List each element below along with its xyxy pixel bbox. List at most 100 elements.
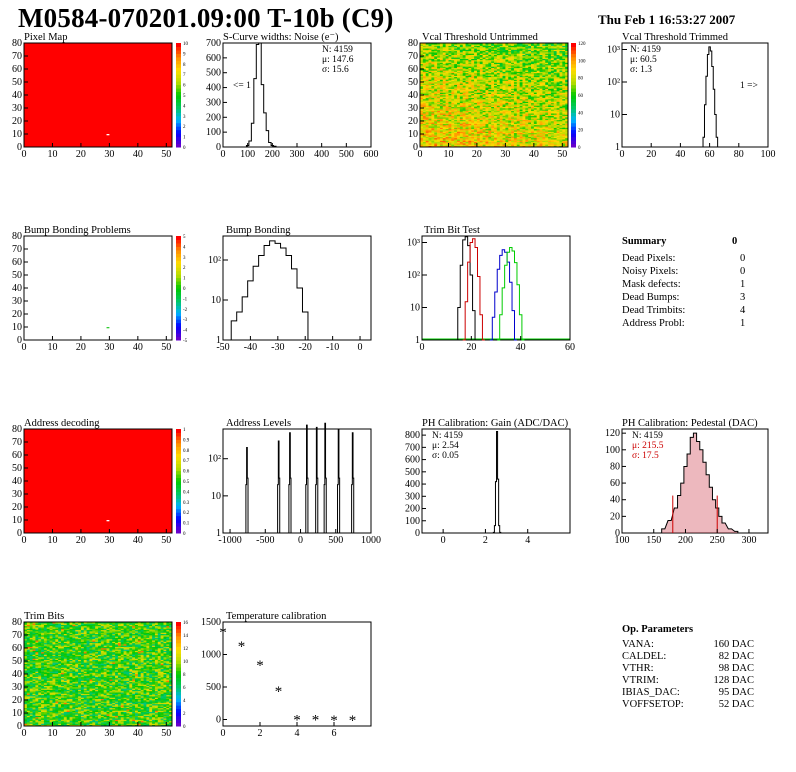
heatmap-cell <box>169 718 173 720</box>
heatmap-cell <box>559 84 563 87</box>
heatmap-cell <box>528 95 532 97</box>
heatmap-cell <box>559 131 563 133</box>
heatmap-cell <box>422 111 426 114</box>
heatmap-cell <box>471 82 475 84</box>
heatmap-cell <box>439 108 444 110</box>
heatmap-cell <box>471 134 475 136</box>
heatmap-cell <box>454 140 458 143</box>
heatmap-cell <box>431 124 435 127</box>
heatmap-cell <box>431 44 435 46</box>
heatmap-cell <box>556 82 560 84</box>
heatmap-cell <box>445 114 449 117</box>
heatmap-cell <box>46 723 50 725</box>
heatmap-cell <box>474 134 478 136</box>
heatmap-cell <box>448 91 452 93</box>
heatmap-cell <box>519 70 523 72</box>
heatmap-cell <box>476 44 481 46</box>
heatmap-cell <box>542 85 546 88</box>
heatmap-cell <box>516 80 520 83</box>
heatmap-cell <box>502 122 506 124</box>
heatmap-cell <box>143 722 147 724</box>
heatmap-cell <box>536 106 540 109</box>
heatmap-cell <box>505 71 509 74</box>
heatmap-cell <box>491 106 495 109</box>
heatmap-cell <box>468 110 472 113</box>
heatmap-cell <box>528 139 532 141</box>
heatmap-cell <box>146 718 150 720</box>
heatmap-cell <box>462 45 466 48</box>
heatmap-cell <box>425 93 429 96</box>
heatmap-cell <box>422 69 426 71</box>
heatmap-cell <box>491 74 495 76</box>
heatmap-cell <box>445 118 449 120</box>
x-tick-label: 150 <box>646 535 661 546</box>
panel-title-address-decoding: Address decoding <box>24 418 100 429</box>
y-tick-label: 80 <box>408 38 418 49</box>
heatmap-cell <box>528 106 532 109</box>
heatmap-cell <box>454 132 458 135</box>
heatmap-cell <box>522 113 526 115</box>
heatmap-cell <box>462 80 466 83</box>
x-tick-label: 0 <box>620 149 625 160</box>
heatmap-cell <box>58 718 62 720</box>
heatmap-cell <box>508 117 512 119</box>
heatmap-cell <box>428 79 432 81</box>
heatmap-cell <box>494 140 498 143</box>
heatmap-cell <box>513 115 518 118</box>
heatmap-cell <box>462 52 466 54</box>
heatmap-cell <box>457 135 461 137</box>
heatmap-cell <box>494 141 498 144</box>
heatmap-cell <box>553 143 557 145</box>
address-palette-swatch <box>176 467 181 472</box>
heatmap-cell <box>448 130 452 132</box>
heatmap-cell <box>451 74 455 76</box>
heatmap-cell <box>448 139 452 141</box>
heatmap-cell <box>565 62 569 65</box>
heatmap-cell <box>474 85 478 88</box>
heatmap-cell <box>445 48 449 50</box>
heatmap-cell <box>548 45 552 48</box>
heatmap-cell <box>425 83 429 85</box>
heatmap-cell <box>476 62 481 65</box>
heatmap-cell <box>494 104 498 106</box>
heatmap-cell <box>468 45 472 48</box>
heatmap-cell <box>140 719 144 722</box>
y-tick-label: 800 <box>405 430 420 441</box>
heatmap-cell <box>525 124 529 127</box>
heatmap-cell <box>109 719 113 722</box>
heatmap-cell <box>533 45 537 48</box>
heatmap-cell <box>539 95 543 97</box>
heatmap-cell <box>95 719 99 722</box>
heatmap-cell <box>462 144 466 146</box>
heatmap-cell <box>439 115 444 118</box>
heatmap-cell <box>457 91 461 93</box>
heatmap-cell <box>479 92 483 94</box>
heatmap-cell <box>531 98 535 101</box>
heatmap-cell <box>556 128 560 131</box>
heatmap-cell <box>479 57 483 59</box>
heatmap-cell <box>465 102 469 105</box>
heatmap-cell <box>499 139 503 141</box>
heatmap-cell <box>428 121 432 123</box>
heatmap-cell <box>476 80 481 83</box>
heatmap-cell <box>479 121 483 123</box>
heatmap-cell <box>75 716 79 719</box>
heatmap-cell <box>513 119 518 122</box>
heatmap-cell <box>454 69 458 71</box>
heatmap-cell <box>434 65 438 67</box>
heatmap-cell <box>519 78 523 80</box>
heatmap-cell <box>55 719 59 722</box>
heatmap-cell <box>513 82 518 84</box>
heatmap-cell <box>565 124 569 127</box>
heatmap-cell <box>508 62 512 65</box>
heatmap-cell <box>474 76 478 79</box>
heatmap-cell <box>502 131 506 133</box>
heatmap-cell <box>508 91 512 93</box>
heatmap-cell <box>494 122 498 124</box>
heatmap-cell <box>491 126 495 128</box>
heatmap-cell <box>442 143 446 145</box>
y-tick-label: 0 <box>17 528 22 539</box>
heatmap-cell <box>109 716 113 719</box>
heatmap-cell <box>445 97 449 100</box>
heatmap-cell <box>513 134 518 136</box>
